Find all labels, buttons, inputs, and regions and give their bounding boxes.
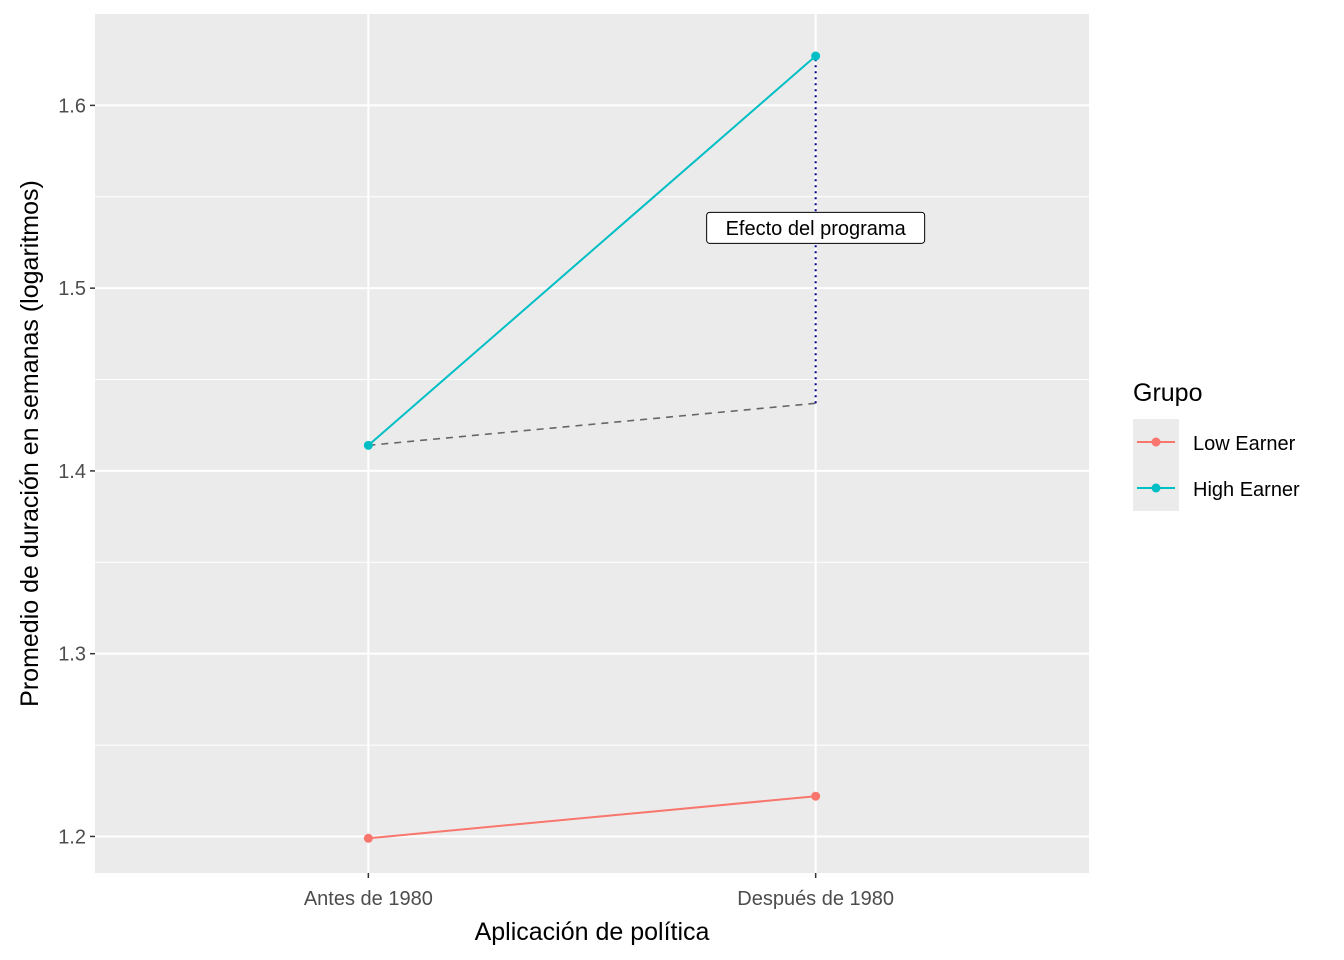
x-tick-label: Después de 1980 [737,888,894,910]
y-tick-label: 1.3 [58,644,86,666]
y-axis-title: Promedio de duración en semanas (logarit… [16,180,44,707]
legend-key-point [1151,437,1161,447]
minor-grid [95,196,1089,746]
legend-items: Low Earner High Earner [1137,433,1300,501]
annotation-layer: Efecto del programa [706,211,926,244]
counterfactual-line [368,402,816,447]
series-line-low-earner [368,795,816,840]
data-point-high-earner [811,51,821,61]
y-axis: 1.2 1.3 1.4 1.5 1.6 [58,95,95,848]
annotation-box [706,211,926,244]
data-point-low-earner [363,833,373,843]
legend-key-point [1151,483,1161,493]
x-axis: Antes de 1980 Después de 1980 [304,873,894,910]
y-tick-label: 1.4 [58,461,86,483]
series-line-high-earner [367,55,817,447]
legend-title: Grupo [1133,379,1202,407]
y-tick-label: 1.6 [58,95,86,117]
annotation-label: Efecto del programa [726,218,907,240]
data-point-high-earner [363,440,373,450]
x-tick-label: Antes de 1980 [304,888,433,910]
y-tick-label: 1.5 [58,278,86,300]
legend: Grupo Low Earner High Earner [1133,379,1300,511]
legend-keys-background [1133,419,1179,511]
data-point-low-earner [811,791,821,801]
legend-label: Low Earner [1193,433,1296,455]
plot-panel [95,14,1089,873]
x-axis-title: Aplicación de política [475,918,710,946]
y-tick-label: 1.2 [58,826,86,848]
legend-label: High Earner [1193,479,1300,501]
series-layer [363,51,821,843]
